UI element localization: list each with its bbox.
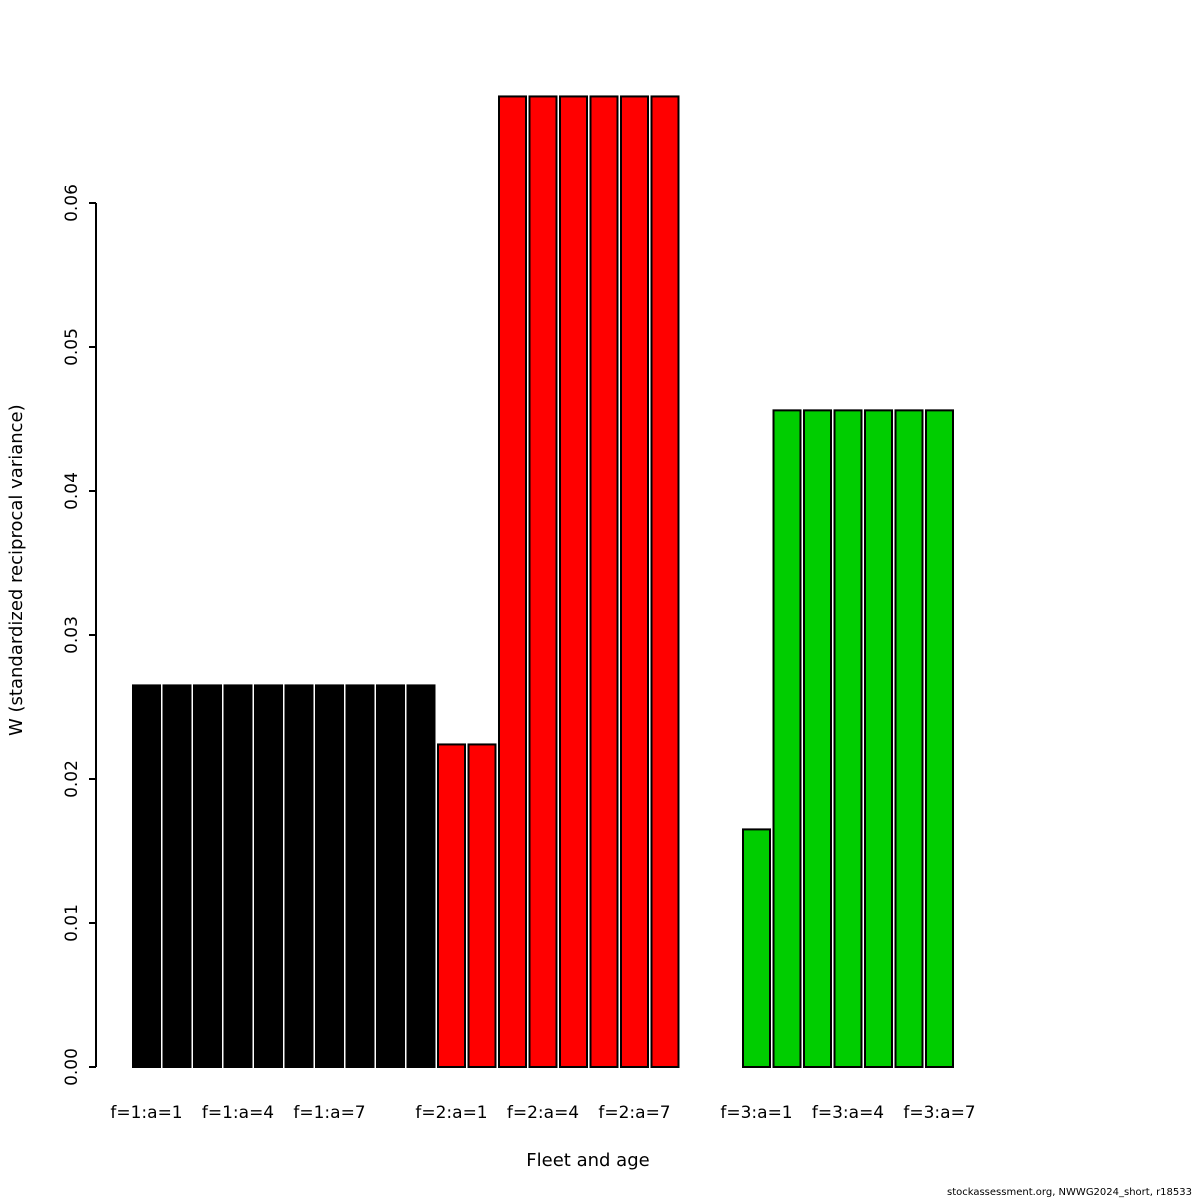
bar-f=1:a=7 bbox=[315, 684, 344, 1069]
bar-f=3:a=4 bbox=[833, 409, 863, 1068]
y-tick-label: 0.05 bbox=[62, 328, 82, 366]
x-tick-label: f=2:a=4 bbox=[507, 1103, 579, 1123]
bar-f=1:a=10 bbox=[406, 684, 436, 1069]
footer-credit: stockassessment.org, NWWG2024_short, r18… bbox=[946, 1187, 1192, 1198]
bar-f=1:a=8 bbox=[345, 684, 375, 1069]
y-tick-label: 0.00 bbox=[62, 1048, 82, 1086]
bar-f=2:a=3 bbox=[498, 95, 527, 1068]
bar-f=3:a=3 bbox=[803, 409, 832, 1068]
x-tick-label: f=3:a=1 bbox=[720, 1103, 792, 1123]
x-axis-title: Fleet and age bbox=[526, 1150, 650, 1171]
bar-f=2:a=4 bbox=[528, 95, 558, 1068]
y-tick-label: 0.04 bbox=[62, 472, 82, 510]
y-tick-label: 0.03 bbox=[62, 616, 82, 654]
bar-f=2:a=1 bbox=[437, 743, 466, 1068]
bar-f=3:a=7 bbox=[925, 409, 954, 1068]
x-tick-label: f=3:a=4 bbox=[812, 1103, 884, 1123]
bar-f=2:a=2 bbox=[467, 743, 497, 1068]
x-tick-label: f=2:a=7 bbox=[598, 1103, 670, 1123]
x-tick-label: f=3:a=7 bbox=[903, 1103, 975, 1123]
bar-f=1:a=4 bbox=[223, 684, 253, 1069]
bar-f=1:a=9 bbox=[376, 684, 405, 1069]
bar-f=1:a=3 bbox=[193, 684, 222, 1069]
bar-f=2:a=7 bbox=[620, 95, 649, 1068]
bar-f=2:a=8 bbox=[650, 95, 680, 1068]
bar-f=1:a=5 bbox=[254, 684, 283, 1069]
bar-f=3:a=5 bbox=[864, 409, 893, 1068]
bar-f=3:a=2 bbox=[772, 409, 802, 1068]
bar-f=1:a=1 bbox=[132, 684, 161, 1069]
bar-f=3:a=6 bbox=[894, 409, 924, 1068]
bar-f=1:a=6 bbox=[284, 684, 314, 1069]
x-tick-label: f=1:a=4 bbox=[202, 1103, 274, 1123]
y-tick-label: 0.02 bbox=[62, 760, 82, 798]
x-tick-label: f=1:a=1 bbox=[110, 1103, 182, 1123]
bar-f=3:a=1 bbox=[742, 828, 771, 1069]
x-tick-label: f=1:a=7 bbox=[293, 1103, 365, 1123]
y-axis-title: W (standardized reciprocal variance) bbox=[6, 404, 27, 736]
x-tick-label: f=2:a=1 bbox=[415, 1103, 487, 1123]
y-tick-label: 0.06 bbox=[62, 184, 82, 222]
y-tick-label: 0.01 bbox=[62, 904, 82, 942]
bar-f=2:a=5 bbox=[559, 95, 588, 1068]
bar-f=1:a=2 bbox=[162, 684, 192, 1069]
bar-f=2:a=6 bbox=[589, 95, 619, 1068]
